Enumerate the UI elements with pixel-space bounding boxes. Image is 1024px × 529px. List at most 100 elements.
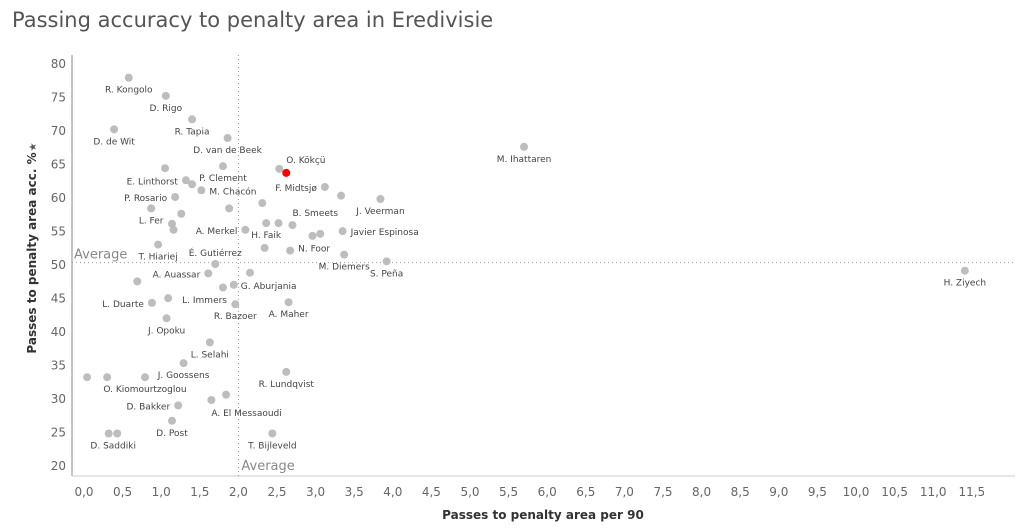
x-tick-label: 8,0 [692, 485, 711, 499]
point-label: M. Chacón [209, 186, 256, 197]
x-tick-label: 10,0 [843, 485, 870, 499]
data-point [229, 280, 238, 289]
point-label: D. van de Beek [193, 146, 262, 156]
data-point [260, 243, 269, 252]
x-tick-label: 7,0 [615, 485, 634, 499]
point-label: T. Hiariej [138, 253, 178, 263]
data-point [147, 204, 156, 213]
data-point [207, 396, 216, 405]
data-point [205, 338, 214, 347]
point-label: Javier Espinosa [350, 228, 419, 238]
x-axis-title: Passes to penalty area per 90 [442, 508, 644, 522]
x-tick-label: 10,5 [881, 485, 908, 499]
y-tick-label: 35 [51, 359, 66, 373]
point-label: D. de Wit [93, 137, 135, 147]
data-point [83, 373, 92, 382]
y-tick-label: 55 [51, 225, 66, 239]
data-point [168, 416, 177, 425]
data-point [225, 204, 234, 213]
point-label: F. Midtsjø [275, 184, 317, 194]
y-tick-label: 45 [51, 292, 66, 306]
x-tick-label: 7,5 [653, 485, 672, 499]
data-point [161, 91, 170, 100]
point-label: É. Gutiérrez [189, 247, 242, 259]
data-point [197, 186, 206, 195]
point-label: M. Ihattaren [497, 155, 552, 165]
data-point [282, 367, 291, 376]
data-point [181, 176, 190, 185]
point-label: L. Selahi [191, 350, 229, 360]
data-point [960, 266, 969, 275]
data-point [179, 359, 188, 368]
point-label: M. Diemers [319, 263, 370, 273]
point-label: R. Lundqvist [259, 380, 315, 390]
x-tick-label: 4,5 [422, 485, 441, 499]
sort-star-icon: ★ [28, 142, 39, 151]
x-tick-label: 5,0 [460, 485, 479, 499]
point-label: L. Duarte [102, 300, 144, 310]
x-tick-label: 11,5 [958, 485, 985, 499]
point-label: A. El Messaoudi [211, 409, 281, 419]
x-tick-label: 2,0 [229, 485, 248, 499]
point-label: R. Kongolo [105, 86, 153, 96]
point-label: P. Rosario [124, 194, 168, 204]
data-point [241, 225, 250, 234]
chart-title: Passing accuracy to penalty area in Ered… [12, 8, 494, 32]
point-label: S. Peña [370, 269, 403, 279]
x-tick-label: 0,0 [74, 485, 93, 499]
data-point [245, 268, 254, 277]
point-label: R. Bazoer [214, 312, 257, 322]
y-tick-label: 20 [51, 459, 66, 473]
data-point [286, 246, 295, 255]
data-point [161, 164, 170, 173]
data-point [113, 429, 122, 438]
point-label: D. Post [156, 429, 188, 439]
x-tick-label: 1,5 [190, 485, 209, 499]
y-tick-label: 30 [51, 392, 66, 406]
data-point [188, 115, 197, 124]
point-label: R. Tapia [175, 127, 210, 137]
data-point [162, 314, 171, 323]
data-point [316, 229, 325, 238]
data-point [104, 429, 113, 438]
point-label: O. Kiomourtzoglou [103, 385, 186, 395]
data-point [103, 373, 112, 382]
data-point [338, 227, 347, 236]
point-label: G. Aburjania [241, 282, 297, 292]
point-label: A. Auassar [153, 270, 201, 280]
point-label: D. Saddiki [90, 442, 136, 452]
data-point [140, 373, 149, 382]
y-tick-label: 80 [51, 57, 66, 71]
x-tick-label: 5,5 [499, 485, 518, 499]
point-label: B. Smeets [292, 209, 338, 219]
point-label: O. Kökçü [286, 156, 325, 166]
data-point [174, 401, 183, 410]
point-label: H. Faik [251, 231, 282, 241]
data-point [133, 277, 142, 286]
data-point [124, 73, 133, 82]
data-point [204, 269, 213, 278]
point-label: L. Fer [139, 216, 164, 226]
data-point [164, 294, 173, 303]
data-point [320, 182, 329, 191]
x-tick-label: 6,5 [576, 485, 595, 499]
y-axis-title: Passes to penalty area acc. % [25, 152, 39, 353]
data-point [211, 260, 220, 268]
y-tick-label: 50 [51, 258, 66, 272]
point-label: D. Rigo [150, 104, 183, 114]
data-point [169, 225, 178, 234]
point-label: A. Merkel [196, 227, 238, 237]
point-label: E. Linthorst [127, 177, 179, 187]
data-point [520, 142, 529, 151]
point-label: P. Clement [199, 174, 247, 184]
data-point [258, 199, 267, 208]
data-point [284, 298, 293, 307]
data-point [262, 219, 271, 228]
data-point [218, 162, 227, 171]
x-tick-label: 4,0 [383, 485, 402, 499]
x-tick-label: 2,5 [267, 485, 286, 499]
data-point [177, 209, 186, 218]
point-label: L. Immers [182, 296, 227, 306]
point-label: H. Ziyech [944, 279, 987, 289]
